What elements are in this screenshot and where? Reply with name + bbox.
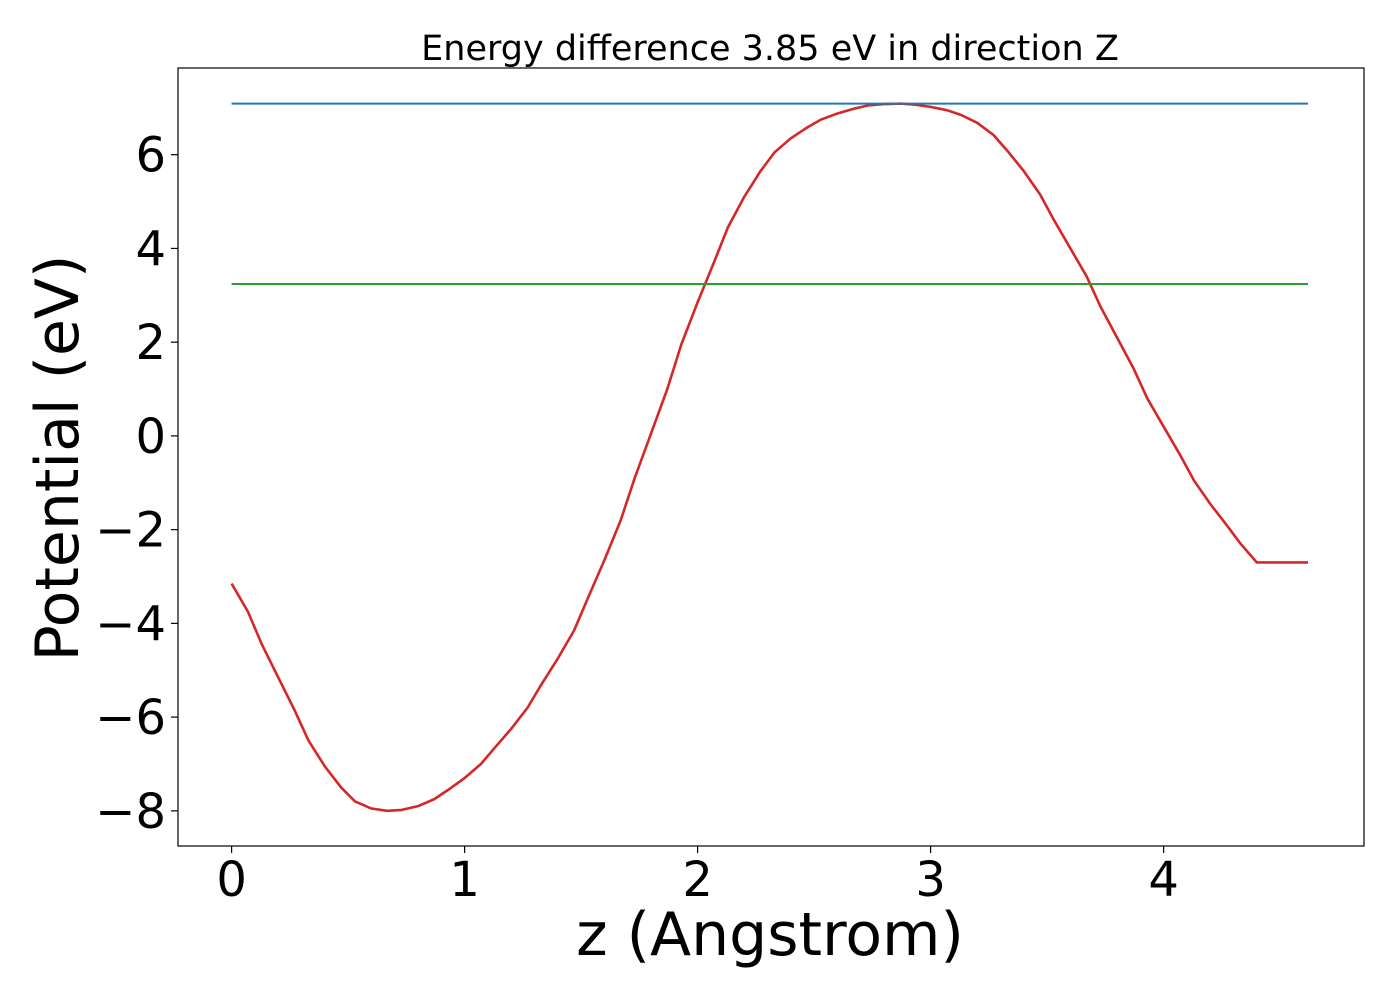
y-tick-label: −6 — [95, 690, 166, 746]
x-tick-label: 3 — [915, 852, 946, 908]
x-axis-ticks: 0 1 2 3 4 — [216, 846, 1179, 908]
y-axis-label: Potential (eV) — [23, 255, 93, 662]
y-axis-ticks: −8 −6 −4 −2 0 2 4 6 — [95, 128, 178, 840]
y-tick-label: 2 — [135, 315, 166, 371]
axes-border — [177, 67, 1365, 847]
x-tick-label: 1 — [449, 852, 480, 908]
axes-frame — [177, 67, 1365, 847]
x-tick-label: 2 — [682, 852, 713, 908]
y-tick-label: −4 — [95, 596, 166, 652]
y-tick-label: 0 — [135, 409, 166, 465]
y-tick-label: −2 — [95, 503, 166, 559]
x-axis-label: z (Angstrom) — [576, 900, 964, 970]
y-tick-label: 4 — [135, 221, 166, 277]
y-tick-label: −8 — [95, 784, 166, 840]
x-tick-label: 0 — [216, 852, 247, 908]
y-tick-label: 6 — [135, 128, 166, 184]
x-tick-label: 4 — [1148, 852, 1179, 908]
plot-area — [230, 102, 1309, 813]
potential-curve — [230, 102, 1309, 813]
chart-title: Energy difference 3.85 eV in direction Z — [421, 29, 1119, 69]
